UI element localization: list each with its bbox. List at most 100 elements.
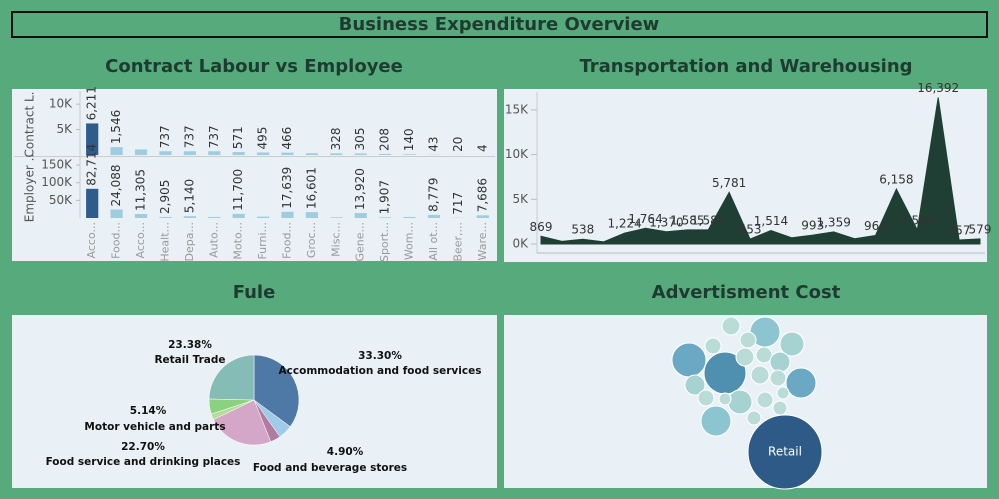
x-tick-label: Sport... xyxy=(378,222,391,262)
data-label: 6,158 xyxy=(879,172,913,186)
data-label: 20 xyxy=(451,137,465,152)
data-label: 5,781 xyxy=(712,176,746,190)
bar xyxy=(208,151,221,155)
x-tick-label: Misc... xyxy=(329,222,342,257)
chart-title: Advertisment Cost xyxy=(652,282,841,303)
bar xyxy=(110,147,123,155)
bubble xyxy=(721,316,741,336)
bubble xyxy=(750,365,770,385)
x-tick-label: Ware... xyxy=(476,222,489,260)
data-label: 538 xyxy=(571,223,594,237)
y-tick-label: 50K xyxy=(49,193,73,207)
x-tick-label: Acco... xyxy=(134,222,147,258)
data-label: 4 xyxy=(475,144,489,152)
bar xyxy=(134,149,148,155)
bar xyxy=(256,216,270,218)
data-label: 328 xyxy=(329,127,343,150)
bubble xyxy=(769,351,791,373)
x-tick-label: Auto... xyxy=(207,222,220,258)
slice-label: Food and beverage stores xyxy=(253,462,407,474)
bubble xyxy=(776,386,790,400)
bubble xyxy=(718,392,732,406)
data-label: 82,714 xyxy=(85,144,99,186)
bar xyxy=(354,153,367,155)
x-tick-label: Beer,... xyxy=(451,222,464,262)
slice-label: Motor vehicle and parts xyxy=(84,421,225,433)
bar xyxy=(330,217,343,218)
data-label: 1,359 xyxy=(816,215,850,229)
y-tick-label: 100K xyxy=(41,175,73,189)
bar xyxy=(134,214,148,218)
axis-title: Employer .. xyxy=(23,154,37,222)
data-label: 17,639 xyxy=(280,167,294,209)
data-label: 571 xyxy=(231,126,245,149)
bubble xyxy=(671,342,707,378)
bubble xyxy=(684,374,706,396)
bubble xyxy=(697,389,715,407)
bubble xyxy=(772,400,788,416)
bar xyxy=(232,213,245,218)
bar xyxy=(403,154,416,155)
x-tick-label: Gene... xyxy=(354,222,367,262)
data-label: 13,920 xyxy=(353,168,367,210)
bar xyxy=(379,153,392,155)
bar xyxy=(281,211,294,218)
data-label: 208 xyxy=(378,128,392,151)
data-label: 964 xyxy=(864,219,887,233)
data-label: 16,601 xyxy=(304,167,318,209)
data-label: 2,905 xyxy=(158,180,172,214)
data-label: 1,585 xyxy=(691,213,725,227)
bubble xyxy=(735,347,755,367)
data-label: 11,700 xyxy=(231,169,245,211)
data-label: 33.30% xyxy=(358,350,402,362)
y-tick-label: 0K xyxy=(512,237,529,251)
bar xyxy=(330,153,343,155)
x-tick-label: Food... xyxy=(110,222,123,259)
bar xyxy=(379,217,392,218)
bar xyxy=(183,151,196,155)
bar xyxy=(305,212,319,218)
y-tick-label: 150K xyxy=(41,158,73,172)
data-label: 5.14% xyxy=(130,405,167,417)
bubble xyxy=(755,346,773,364)
data-label: 457 xyxy=(948,223,971,237)
bar xyxy=(110,209,123,218)
data-label: 23.38% xyxy=(168,339,212,351)
bubble xyxy=(769,369,787,387)
bar xyxy=(403,216,416,218)
data-label: 993 xyxy=(801,219,824,233)
bar xyxy=(208,216,221,218)
data-label: 737 xyxy=(158,125,172,148)
y-tick-label: 5K xyxy=(56,122,73,136)
data-label: 24,088 xyxy=(109,164,123,206)
bubble xyxy=(779,331,805,357)
x-tick-label: Acco... xyxy=(85,222,98,258)
data-label: 1,546 xyxy=(109,110,123,144)
bubble xyxy=(727,389,753,415)
chart-title: Fule xyxy=(233,282,276,303)
data-label: 43 xyxy=(426,137,440,152)
data-label: 466 xyxy=(280,127,294,150)
bubble xyxy=(756,391,774,409)
chart-title: Transportation and Warehousing xyxy=(579,56,912,77)
slice-label: Accommodation and food services xyxy=(279,365,482,377)
x-tick-label: Furni... xyxy=(256,222,269,260)
data-label: 579 xyxy=(969,222,992,236)
data-label: 553 xyxy=(739,223,762,237)
data-label: 1,764 xyxy=(628,212,662,226)
data-label: 495 xyxy=(256,127,270,150)
axis-title: Contract L. xyxy=(23,92,37,158)
y-tick-label: 10K xyxy=(49,97,73,111)
bar xyxy=(86,188,99,218)
data-label: 737 xyxy=(207,125,221,148)
data-label: 1,370 xyxy=(649,215,683,229)
pie-slice xyxy=(253,354,300,427)
slice-label: Food service and drinking places xyxy=(46,456,241,468)
bar xyxy=(354,213,367,218)
slice-label: Retail Trade xyxy=(154,354,225,366)
title-box xyxy=(11,11,988,38)
pie-slice xyxy=(208,354,255,401)
bubble xyxy=(700,405,732,437)
bar xyxy=(476,215,489,218)
y-tick-label: 5K xyxy=(512,192,529,206)
